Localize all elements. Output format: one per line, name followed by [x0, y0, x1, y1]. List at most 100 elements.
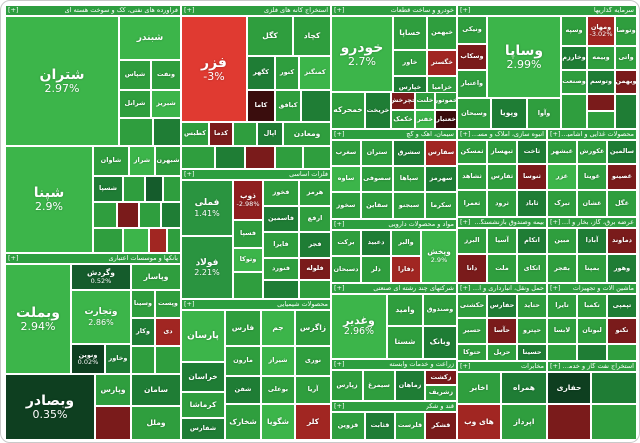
stock-tile[interactable]: سشرق	[393, 140, 425, 166]
stock-tile[interactable]	[299, 280, 331, 299]
stock-tile[interactable]: ونفت	[151, 60, 181, 90]
stock-tile[interactable]: خبهمن	[427, 16, 457, 50]
stock-tile[interactable]: وساپا 2.99%	[487, 16, 561, 98]
stock-tile[interactable]: وبهمن	[615, 70, 637, 94]
stock-tile[interactable]: خلنت	[415, 92, 435, 110]
stock-tile[interactable]: سالمین	[607, 140, 637, 164]
stock-tile[interactable]: وتوصا	[615, 16, 637, 46]
stock-tile[interactable]: شپنا 2.9%	[5, 146, 93, 253]
stock-tile[interactable]: فولاد 2.21%	[181, 236, 233, 299]
stock-tile[interactable]	[263, 280, 299, 299]
sector-header[interactable]: سرمایه گذاریها [+]	[457, 5, 637, 16]
stock-tile[interactable]: شپاس	[119, 60, 151, 90]
stock-tile[interactable]	[233, 122, 257, 146]
stock-tile[interactable]: سکرما	[425, 192, 457, 219]
stock-tile[interactable]: فلوله	[299, 258, 331, 280]
stock-tile[interactable]: خگستر	[427, 50, 457, 76]
stock-tile[interactable]: کچاد	[293, 16, 331, 56]
stock-tile[interactable]: خموتور	[435, 92, 457, 110]
stock-tile[interactable]: وغدیر 2.96%	[331, 294, 387, 359]
stock-tile[interactable]: وخارزم	[561, 46, 587, 70]
stock-tile[interactable]: شسپا	[93, 176, 123, 202]
stock-tile[interactable]: ومعادن	[283, 122, 331, 146]
stock-tile[interactable]: وپخش 2.9%	[421, 230, 457, 283]
stock-tile[interactable]: حسینا	[517, 344, 547, 361]
stock-tile[interactable]: سقاین	[361, 192, 393, 219]
stock-tile[interactable]: وامید	[387, 294, 423, 326]
stock-tile[interactable]: وکار	[131, 318, 155, 346]
sector-header[interactable]: بیمه وصندوق بازنشستگی به جز تامین اجتماع…	[457, 217, 547, 228]
stock-tile[interactable]: شبریز	[151, 90, 181, 118]
sector-header[interactable]: قند و شکر [+]	[331, 401, 457, 412]
sector-header[interactable]: فلزات اساسی [+]	[181, 169, 331, 180]
stock-tile[interactable]	[93, 202, 117, 228]
sector-header[interactable]: محصولات غذایی و آشامیدنی [+]	[547, 129, 637, 140]
stock-tile[interactable]: وسبحان	[457, 98, 491, 129]
stock-tile[interactable]: ساوه	[331, 166, 361, 192]
stock-tile[interactable]: غزر	[547, 164, 577, 190]
stock-tile[interactable]: آریا	[295, 376, 331, 404]
stock-tile[interactable]: کبافق	[275, 90, 301, 122]
sector-header[interactable]: فراورده های نفتی، کک و سوخت هسته ای [+]	[5, 5, 181, 16]
stock-tile[interactable]	[607, 344, 637, 361]
stock-tile[interactable]: حفاری	[547, 372, 591, 404]
stock-tile[interactable]: کلر	[295, 404, 331, 440]
stock-tile[interactable]: وپست	[155, 290, 181, 318]
stock-tile[interactable]: دسبحان	[331, 256, 361, 283]
stock-tile[interactable]: سیمرغ	[363, 370, 395, 401]
stock-tile[interactable]	[167, 228, 181, 253]
stock-tile[interactable]: مارون	[225, 346, 261, 376]
stock-tile[interactable]: خریخت	[365, 92, 391, 129]
stock-tile[interactable]	[561, 94, 587, 129]
stock-tile[interactable]: ثمسکن	[457, 140, 487, 164]
stock-tile[interactable]: زکشت	[425, 370, 457, 385]
stock-tile[interactable]: شراز	[129, 146, 155, 176]
expand-icon[interactable]: [+]	[8, 254, 19, 263]
stock-tile[interactable]	[275, 146, 303, 169]
stock-tile[interactable]: غکورش	[577, 140, 607, 164]
stock-tile[interactable]	[131, 346, 155, 374]
stock-tile[interactable]	[95, 406, 131, 440]
expand-icon[interactable]: [+]	[334, 130, 345, 139]
stock-tile[interactable]: ثفارس	[487, 164, 517, 190]
sector-header[interactable]: خودرو و ساخت قطعات [+]	[331, 5, 457, 16]
stock-tile[interactable]: زپارس	[331, 370, 363, 401]
expand-icon[interactable]: [+]	[550, 130, 561, 139]
stock-tile[interactable]: ثنوسا	[517, 164, 547, 190]
stock-tile[interactable]: غبشهر	[547, 140, 577, 164]
stock-tile[interactable]: دماوند	[607, 228, 637, 254]
stock-tile[interactable]: مبین	[547, 228, 577, 254]
expand-icon[interactable]: [+]	[334, 402, 345, 411]
stock-tile[interactable]: ونیکی	[457, 16, 487, 44]
stock-tile[interactable]: پارسان	[181, 310, 225, 362]
stock-tile[interactable]	[233, 272, 263, 299]
stock-tile[interactable]: قثابت	[365, 412, 395, 440]
stock-tile[interactable]	[181, 146, 215, 169]
stock-tile[interactable]: شفن	[225, 376, 261, 404]
stock-tile[interactable]: وتوسم	[587, 70, 615, 94]
stock-tile[interactable]: زاگرس	[295, 310, 331, 346]
stock-tile[interactable]: خکمک	[391, 110, 415, 129]
stock-tile[interactable]: سامان	[131, 374, 181, 406]
expand-icon[interactable]: [+]	[184, 300, 195, 309]
stock-tile[interactable]: تپمپی	[607, 294, 637, 318]
sector-header[interactable]: شرکتهای چند رشته ای صنعتی [+]	[331, 283, 457, 294]
stock-tile[interactable]: سپاها	[393, 166, 425, 192]
stock-tile[interactable]: فزر -3%	[181, 16, 247, 122]
stock-tile[interactable]: والبر	[391, 230, 421, 256]
expand-icon[interactable]: [+]	[460, 218, 471, 227]
stock-tile[interactable]: تایرا	[547, 294, 577, 318]
stock-tile[interactable]: شاوان	[93, 146, 129, 176]
stock-tile[interactable]: وسکاب	[457, 44, 487, 70]
stock-tile[interactable]: کگهر	[247, 56, 275, 90]
stock-tile[interactable]: شفارس	[181, 418, 225, 440]
stock-tile[interactable]: کطبس	[181, 122, 209, 146]
expand-icon[interactable]: [+]	[550, 284, 561, 293]
stock-tile[interactable]: حکشتی	[457, 294, 487, 318]
stock-tile[interactable]: جم	[261, 310, 295, 346]
stock-tile[interactable]: حآسا	[487, 318, 517, 344]
stock-tile[interactable]: فملی 1.41%	[181, 180, 233, 236]
stock-tile[interactable]: سخوز	[331, 192, 361, 219]
stock-tile[interactable]: ذوب -2.98%	[233, 180, 263, 220]
stock-tile[interactable]: خعتبار	[435, 110, 457, 129]
